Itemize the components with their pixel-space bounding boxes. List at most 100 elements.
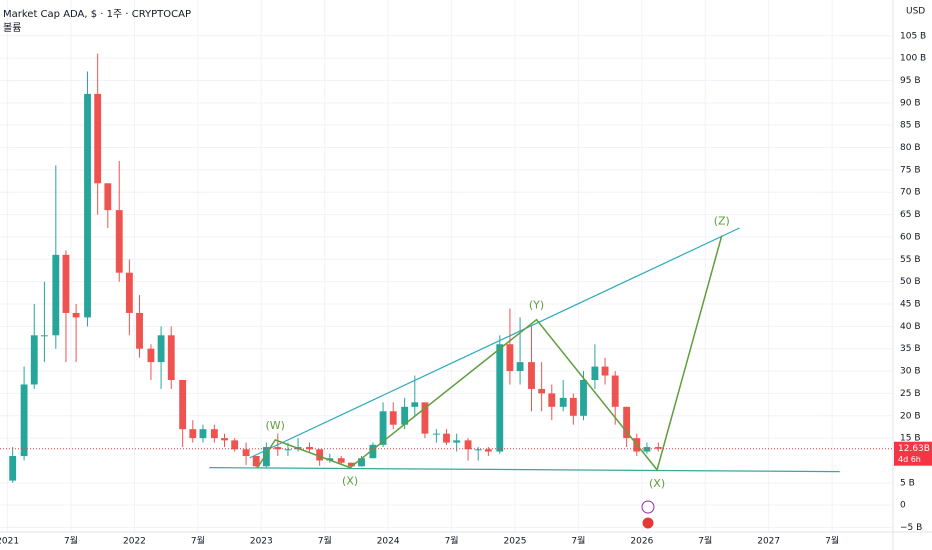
- candle-body: [389, 411, 397, 425]
- candle-body: [474, 449, 482, 451]
- candle-body: [591, 366, 599, 380]
- y-tick-label: 70 B: [900, 188, 921, 198]
- x-tick-label: 2024: [377, 537, 400, 547]
- candle-body: [104, 183, 112, 211]
- chart-title: Market Cap ADA, $ · 1주 · CRYPTOCAP: [3, 9, 192, 20]
- event-icon[interactable]: [641, 500, 655, 514]
- candle-body: [274, 447, 282, 450]
- candle-body: [516, 362, 524, 372]
- candle-body: [347, 462, 355, 467]
- candle-body: [538, 388, 546, 394]
- candle-body: [84, 93, 91, 318]
- y-tick-label: 60 B: [900, 232, 921, 242]
- wave-label: (X): [342, 475, 358, 488]
- candle-body: [72, 312, 80, 318]
- wave-label: (X): [649, 477, 665, 490]
- y-tick-label: 75 B: [900, 165, 921, 175]
- y-tick-label: 15 B: [900, 434, 921, 444]
- y-tick-label: 0: [900, 501, 906, 511]
- candle-body: [306, 447, 313, 450]
- candle-body: [411, 402, 419, 407]
- y-tick-label: 40 B: [900, 322, 921, 332]
- candle-body: [484, 449, 492, 452]
- x-tick-label: 7월: [64, 535, 78, 547]
- candle-body: [654, 447, 662, 449]
- x-tick-label: 2027: [757, 537, 780, 547]
- candle-body: [580, 380, 587, 416]
- candle-body: [559, 397, 567, 407]
- y-tick-label: 55 B: [900, 255, 921, 265]
- y-tick-label: −5 B: [900, 523, 922, 533]
- candle-body: [94, 93, 102, 184]
- y-tick-label: 20 B: [900, 411, 921, 421]
- y-tick-label: 65 B: [900, 210, 921, 220]
- candle-body: [199, 429, 207, 439]
- candle-body: [569, 397, 577, 416]
- candle-body: [358, 458, 365, 467]
- candle-body: [432, 433, 440, 435]
- candle-body: [643, 447, 651, 452]
- y-tick-label: 105 B: [900, 31, 926, 41]
- candle-body: [147, 348, 155, 363]
- countdown-label: 4d 6h: [898, 455, 921, 464]
- wave-label: (Z): [714, 215, 730, 228]
- candle-body: [464, 440, 472, 450]
- candle-body: [379, 411, 387, 445]
- y-tick-label: 95 B: [900, 76, 921, 86]
- y-tick-label: 5 B: [900, 478, 915, 488]
- y-tick-label: 30 B: [900, 367, 921, 377]
- candle-body: [252, 456, 260, 467]
- y-tick-label: 80 B: [900, 143, 921, 153]
- candle-body: [262, 447, 270, 467]
- y-tick-label: 85 B: [900, 121, 921, 131]
- event-icon[interactable]: [641, 516, 655, 530]
- x-tick-label: 2025: [504, 537, 527, 547]
- last-price-box: [894, 441, 932, 466]
- y-tick-label: 100 B: [900, 54, 926, 64]
- candle-body: [337, 458, 345, 463]
- volume-label: 볼륨: [3, 23, 22, 34]
- y-tick-label: 90 B: [900, 98, 921, 108]
- wave-label: (Y): [529, 299, 544, 312]
- candle-body: [9, 456, 17, 481]
- candle-body: [496, 344, 504, 452]
- x-tick-label: 7월: [191, 535, 205, 547]
- candle-body: [528, 362, 535, 389]
- candle-body: [316, 449, 324, 461]
- candle-body: [52, 254, 60, 336]
- candle-body: [623, 406, 631, 439]
- candle-body: [30, 335, 38, 385]
- candle-body: [157, 335, 165, 363]
- y-tick-label: 50 B: [900, 277, 921, 287]
- candle-body: [179, 380, 187, 430]
- candle-body: [548, 393, 556, 407]
- x-tick-label: 7월: [698, 535, 712, 547]
- x-tick-label: 2023: [250, 537, 273, 547]
- x-tick-label: 7월: [318, 535, 332, 547]
- y-tick-label: 25 B: [900, 389, 921, 399]
- candle-body: [125, 272, 133, 313]
- currency: USD: [906, 7, 925, 17]
- wave-line: [256, 235, 723, 472]
- candle-body: [601, 366, 609, 376]
- candle-body: [136, 312, 143, 349]
- trendline: [249, 227, 740, 459]
- candle-body: [62, 254, 70, 313]
- last-price-label: 12.63B: [898, 444, 930, 454]
- candle-body: [401, 406, 409, 425]
- candle-body: [443, 433, 450, 443]
- candle-body: [453, 440, 461, 443]
- candle-body: [284, 449, 292, 451]
- candle-body: [506, 344, 514, 372]
- candle-body: [231, 440, 239, 450]
- x-tick-label: 7월: [445, 535, 459, 547]
- x-tick-label: 2021: [0, 537, 19, 547]
- candle-body: [242, 449, 250, 456]
- candle-body: [210, 429, 218, 439]
- candle-body: [167, 335, 175, 380]
- candle-body: [115, 210, 123, 273]
- candle-body: [221, 438, 228, 441]
- candle-body: [611, 375, 619, 407]
